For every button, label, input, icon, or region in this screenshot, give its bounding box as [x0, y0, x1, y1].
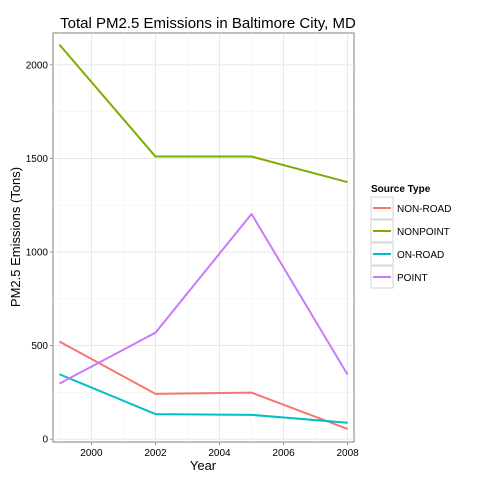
legend-label: NON-ROAD: [397, 204, 451, 215]
x-tick-label: 2004: [208, 448, 231, 459]
legend-items: NON-ROAD NONPOINT ON-ROAD POINT: [370, 196, 451, 289]
y-axis-title: PM2.5 Emissions (Tons): [8, 167, 23, 307]
series-line-point: [58, 213, 349, 385]
x-tick-label: 2002: [144, 448, 167, 459]
y-tick-label: 1500: [26, 154, 49, 165]
chart-title: Total PM2.5 Emissions in Baltimore City,…: [60, 15, 356, 32]
y-axis: 0 500 1000 1500 2000: [26, 60, 53, 446]
legend-label: POINT: [397, 273, 428, 284]
legend-label: NONPOINT: [397, 227, 450, 238]
legend-label: ON-ROAD: [397, 250, 444, 261]
legend: Source Type NON-ROAD NONPOINT ON-ROAD POINT: [370, 184, 451, 289]
y-tick-label: 500: [31, 341, 48, 352]
x-axis-title: Year: [190, 458, 217, 473]
series-line-nonpoint: [58, 43, 348, 184]
legend-title: Source Type: [371, 184, 431, 195]
x-tick-label: 2008: [336, 448, 359, 459]
y-tick-label: 1000: [26, 248, 49, 259]
series-lines: [58, 43, 349, 430]
series-line-on-road: [59, 373, 348, 424]
y-tick-label: 2000: [26, 60, 49, 71]
y-tick-label: 0: [42, 435, 48, 446]
x-tick-label: 2000: [80, 448, 103, 459]
x-tick-label: 2006: [272, 448, 295, 459]
gridlines: [53, 33, 354, 442]
series-line-non-road: [58, 340, 348, 430]
plot-panel: [52, 32, 355, 443]
x-axis: 2000 2002 2004 2006 2008: [80, 442, 359, 459]
